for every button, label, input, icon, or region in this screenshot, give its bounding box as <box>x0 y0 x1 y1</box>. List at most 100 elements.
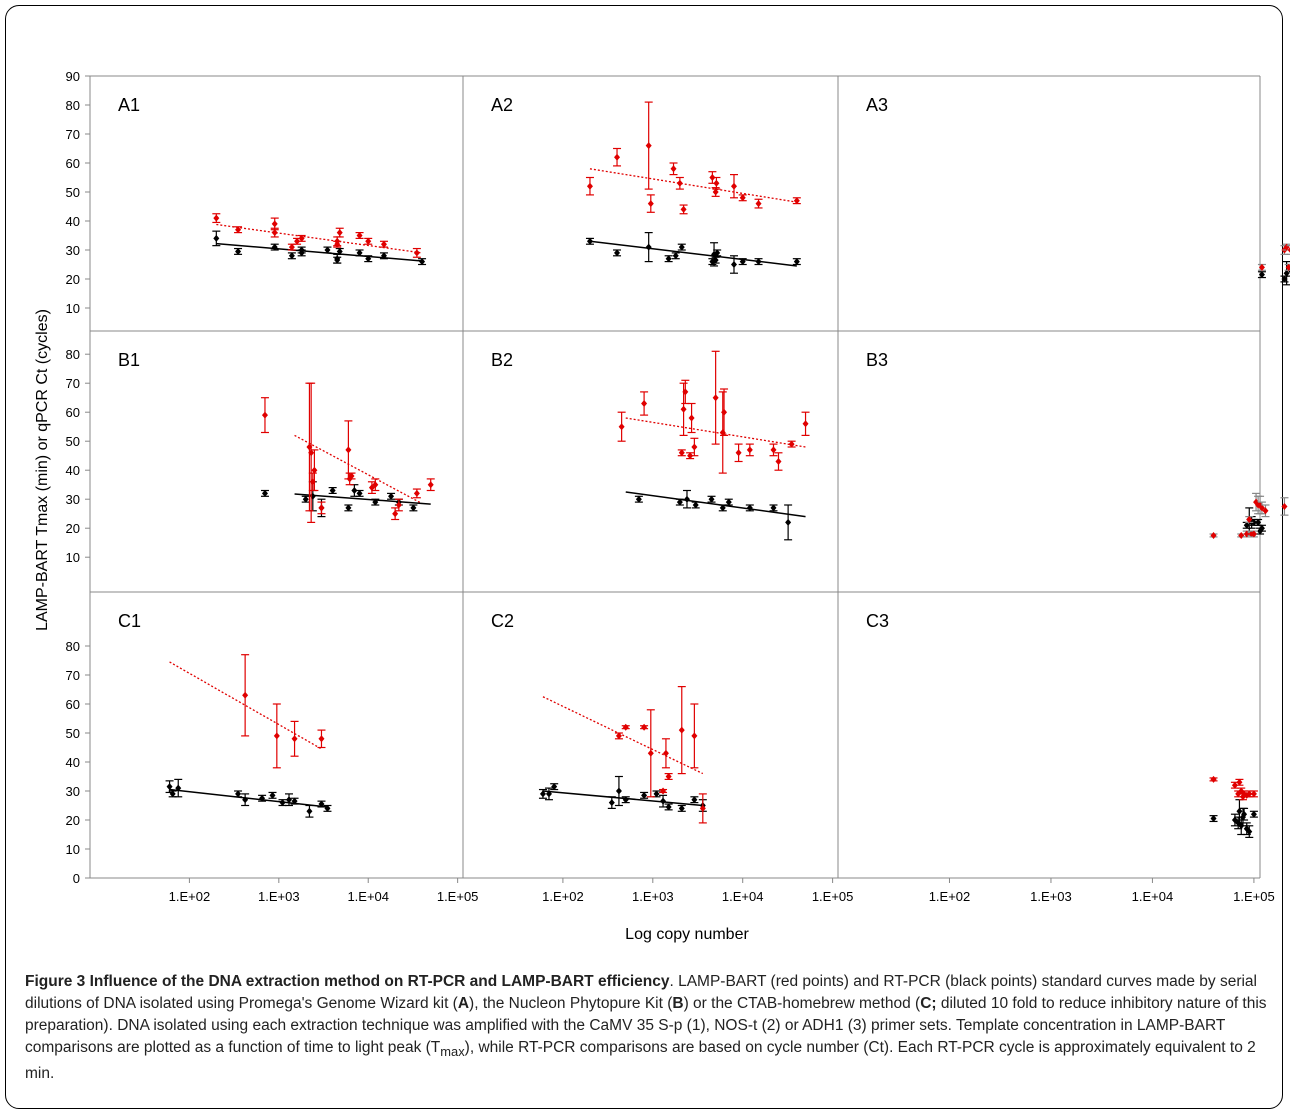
red-point-c1-0 <box>242 691 249 699</box>
y-tick-label-b1-10: 10 <box>66 550 80 565</box>
black-point-b2-9 <box>785 518 792 526</box>
red-point-b1-11 <box>392 510 399 518</box>
black-point-a2-3 <box>665 255 672 263</box>
black-point-a1-13 <box>419 258 426 266</box>
red-point-c2-2 <box>641 723 648 731</box>
y-tick-label-a1-70: 70 <box>66 127 80 142</box>
black-point-c2-5 <box>622 796 629 804</box>
panel-label-c2: C2 <box>491 611 514 631</box>
black-point-a1-1 <box>235 247 242 255</box>
black-point-c1-11 <box>318 800 325 808</box>
red-point-a2-10 <box>730 182 737 190</box>
red-point-a1-5 <box>294 237 301 245</box>
panel-label-b2: B2 <box>491 350 513 370</box>
red-point-c2-6 <box>665 773 672 780</box>
black-point-b3-0 <box>1243 521 1250 529</box>
black-point-b1-8 <box>372 498 379 506</box>
black-point-a3-2 <box>1283 269 1290 277</box>
red-point-a1-4 <box>288 243 295 251</box>
red-point-b1-14 <box>427 481 434 489</box>
red-point-b1-8 <box>348 472 355 480</box>
x-tick-label-c1-0: 1.E+02 <box>169 889 211 904</box>
red-point-a2-12 <box>755 200 762 208</box>
red-point-b2-7 <box>691 443 698 451</box>
red-point-a2-6 <box>680 205 687 213</box>
red-point-b2-16 <box>802 420 809 428</box>
black-point-c1-6 <box>269 791 276 799</box>
red-point-a1-9 <box>336 229 343 237</box>
y-tick-label-c1-40: 40 <box>66 755 80 770</box>
red-point-a3-3 <box>1285 263 1290 271</box>
red-point-c2-3 <box>647 749 654 757</box>
red-point-a1-0 <box>213 214 220 222</box>
black-point-c3-6 <box>1241 810 1248 818</box>
black-point-c2-9 <box>665 803 672 811</box>
black-point-c2-8 <box>660 797 667 805</box>
red-point-c1-3 <box>318 735 325 743</box>
black-point-b1-4 <box>329 487 336 494</box>
red-point-b1-12 <box>395 501 402 509</box>
y-tick-label-a1-10: 10 <box>66 301 80 316</box>
black-point-c3-0 <box>1210 815 1217 823</box>
x-tick-label-c2-0: 1.E+02 <box>542 889 584 904</box>
y-tick-label-a1-40: 40 <box>66 214 80 229</box>
caption-text-2: ), the Nucleon Phytopure Kit ( <box>469 995 673 1012</box>
y-tick-label-c1-50: 50 <box>66 726 80 741</box>
black-point-b1-7 <box>356 489 363 497</box>
red-point-c2-9 <box>699 804 706 812</box>
red-point-a2-9 <box>713 179 720 187</box>
y-tick-label-c1-10: 10 <box>66 842 80 857</box>
black-point-c1-4 <box>242 796 249 804</box>
black-point-a1-2 <box>271 243 278 251</box>
figure-caption: Figure 3 Influence of the DNA extraction… <box>25 971 1273 1085</box>
y-tick-label-c1-20: 20 <box>66 813 80 828</box>
red-point-b2-4 <box>682 388 689 396</box>
black-point-a2-9 <box>714 249 721 257</box>
black-point-c3-3 <box>1236 807 1243 815</box>
red-point-a2-2 <box>645 142 652 150</box>
black-trendline-b2 <box>625 491 806 518</box>
y-tick-label-b1-30: 30 <box>66 492 80 507</box>
black-point-b2-1 <box>676 498 683 506</box>
y-tick-label-a1-80: 80 <box>66 98 80 113</box>
x-tick-label-c1-3: 1.E+05 <box>437 889 479 904</box>
panel-label-c1: C1 <box>118 611 141 631</box>
red-point-a3-0 <box>1258 263 1265 271</box>
black-point-b1-5 <box>345 504 352 512</box>
panel-label-a1: A1 <box>118 95 140 115</box>
red-point-c3-9 <box>1250 790 1257 798</box>
red-point-a2-4 <box>670 165 677 173</box>
red-point-a2-7 <box>709 174 716 181</box>
black-point-b2-7 <box>746 504 753 512</box>
black-point-a2-2 <box>645 243 652 251</box>
black-point-b1-9 <box>388 492 395 500</box>
red-point-c1-1 <box>273 732 280 740</box>
black-trendline-a1 <box>216 242 423 262</box>
red-trendline-a2 <box>589 168 797 203</box>
panel-label-b1: B1 <box>118 350 140 370</box>
y-tick-label-a1-30: 30 <box>66 243 80 258</box>
red-point-c2-4 <box>660 787 667 795</box>
black-point-b1-6 <box>351 487 358 494</box>
y-tick-label-c1-30: 30 <box>66 784 80 799</box>
black-point-c1-5 <box>259 794 266 802</box>
black-point-c3-9 <box>1250 810 1257 818</box>
y-tick-label-c1-70: 70 <box>66 668 80 683</box>
y-tick-label-b1-20: 20 <box>66 521 80 536</box>
caption-label-a: A <box>457 995 470 1012</box>
red-point-c2-5 <box>662 749 669 757</box>
black-point-b2-2 <box>683 495 690 503</box>
x-tick-label-c3-1: 1.E+03 <box>1030 889 1072 904</box>
red-point-c2-8 <box>691 732 698 740</box>
red-point-b3-11 <box>1281 502 1288 510</box>
panel-label-a3: A3 <box>866 95 888 115</box>
red-point-b1-10 <box>372 481 379 489</box>
red-point-b2-15 <box>788 440 795 448</box>
caption-figure-number: Figure 3 <box>25 973 86 990</box>
black-point-a3-1 <box>1281 275 1288 283</box>
red-point-a2-13 <box>793 197 800 205</box>
black-point-c1-1 <box>169 790 176 798</box>
red-point-a3-4 <box>1287 247 1290 253</box>
red-point-b1-2 <box>308 449 315 457</box>
red-point-b1-0 <box>261 411 268 419</box>
